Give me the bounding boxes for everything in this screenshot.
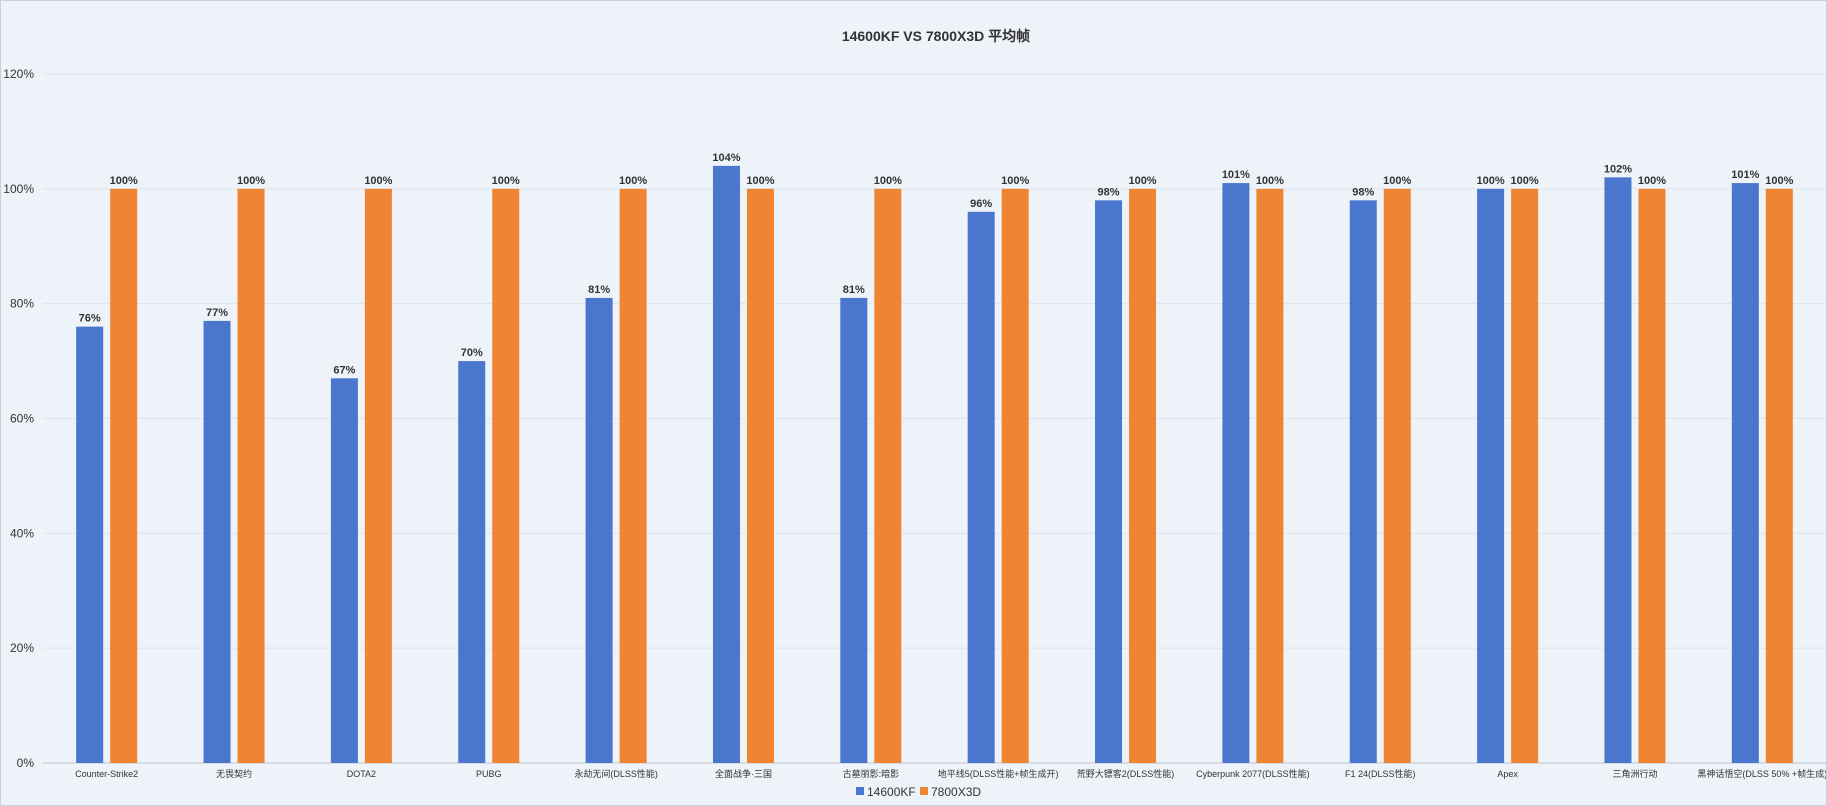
data-label: 76% — [79, 313, 101, 325]
bar-7800x3d — [619, 188, 647, 764]
data-label: 100% — [1383, 175, 1411, 187]
bar-14600kf — [967, 211, 995, 764]
data-label: 100% — [874, 175, 902, 187]
data-label: 100% — [619, 175, 647, 187]
bar-14600kf — [76, 326, 104, 763]
x-tick-label: Apex — [1497, 769, 1518, 779]
bar-7800x3d — [1765, 188, 1793, 764]
bar-14600kf — [1477, 188, 1505, 764]
x-tick-label: 荒野大镖客2(DLSS性能) — [1077, 768, 1175, 779]
y-tick-label: 80% — [10, 297, 34, 311]
data-label: 81% — [843, 284, 865, 296]
x-tick-label: 地平线5(DLSS性能+帧生成开) — [938, 768, 1059, 779]
bar-14600kf — [203, 320, 231, 763]
y-tick-label: 0% — [17, 756, 35, 770]
data-label: 100% — [1765, 175, 1793, 187]
y-tick-label: 20% — [10, 641, 34, 655]
bar-7800x3d — [1001, 188, 1029, 764]
bar-14600kf — [1222, 183, 1250, 763]
bar-14600kf — [840, 297, 868, 763]
bar-14600kf — [1731, 183, 1759, 763]
x-axis: Counter-Strike2 无畏契约 DOTA2 PUBG 永劫无间(DLSS性能)… — [75, 768, 1826, 779]
bar-14600kf — [458, 361, 486, 763]
data-label: 101% — [1731, 169, 1759, 181]
bar-7800x3d — [237, 188, 265, 764]
data-label: 100% — [1128, 175, 1156, 187]
data-label: 81% — [588, 284, 610, 296]
data-label: 100% — [364, 175, 392, 187]
x-tick-label: 古墓丽影:暗影 — [843, 768, 900, 779]
bar-7800x3d — [1129, 188, 1157, 764]
x-tick-label: 全面战争·三国 — [715, 768, 772, 779]
data-label: 104% — [712, 152, 740, 164]
y-tick-label: 60% — [10, 412, 34, 426]
bars: 76% 100% 77% 100% 67% 100% 70% 100% 81% 100% 104% 1… — [76, 152, 1794, 764]
bar-7800x3d — [874, 188, 902, 764]
data-label: 100% — [746, 175, 774, 187]
x-tick-label: F1 24(DLSS性能) — [1345, 768, 1416, 779]
data-label: 100% — [1477, 175, 1505, 187]
data-label: 77% — [206, 307, 228, 319]
y-tick-label: 120% — [3, 67, 34, 81]
data-label: 96% — [970, 198, 992, 210]
y-tick-label: 100% — [3, 182, 34, 196]
data-label: 98% — [1352, 186, 1374, 198]
data-label: 70% — [461, 347, 483, 359]
legend-swatch — [856, 787, 864, 795]
data-label: 98% — [1098, 186, 1120, 198]
y-tick-label: 40% — [10, 526, 34, 540]
data-label: 100% — [1001, 175, 1029, 187]
y-axis: 0% 20% 40% 60% 80% 100% 120% — [3, 67, 34, 770]
data-label: 67% — [333, 364, 355, 376]
bar-14600kf — [1095, 200, 1123, 764]
bar-7800x3d — [1256, 188, 1284, 764]
data-label: 100% — [237, 175, 265, 187]
legend-swatch — [920, 787, 928, 795]
bar-7800x3d — [1638, 188, 1666, 764]
bar-14600kf — [1604, 177, 1632, 764]
legend-label: 7800X3D — [931, 785, 981, 799]
legend-label: 14600KF — [867, 785, 916, 799]
x-tick-label: 无畏契约 — [216, 768, 252, 779]
x-tick-label: 永劫无间(DLSS性能) — [574, 768, 658, 779]
chart-title: 14600KF VS 7800X3D 平均帧 — [842, 28, 1030, 44]
x-tick-label: DOTA2 — [347, 769, 376, 779]
x-tick-label: Cyberpunk 2077(DLSS性能) — [1196, 768, 1310, 779]
bar-14600kf — [1349, 200, 1377, 764]
data-label: 100% — [1511, 175, 1539, 187]
bar-7800x3d — [492, 188, 520, 764]
data-label: 100% — [1256, 175, 1284, 187]
bar-14600kf — [330, 378, 358, 763]
bar-7800x3d — [1511, 188, 1539, 764]
data-label: 100% — [492, 175, 520, 187]
data-label: 100% — [1638, 175, 1666, 187]
data-label: 100% — [110, 175, 138, 187]
x-tick-label: PUBG — [476, 769, 502, 779]
x-tick-label: 三角洲行动 — [1612, 768, 1657, 779]
x-tick-label: 黑神话悟空(DLSS 50% +帧生成) — [1697, 768, 1826, 779]
bar-14600kf — [585, 297, 613, 763]
bar-7800x3d — [110, 188, 138, 764]
bar-14600kf — [712, 165, 740, 763]
bar-7800x3d — [746, 188, 774, 764]
legend: 14600KF 7800X3D — [856, 785, 981, 799]
data-label: 102% — [1604, 163, 1632, 175]
grid — [43, 73, 1826, 764]
bar-7800x3d — [1383, 188, 1411, 764]
data-label: 101% — [1222, 169, 1250, 181]
bar-7800x3d — [364, 188, 392, 764]
x-tick-label: Counter-Strike2 — [75, 769, 138, 779]
